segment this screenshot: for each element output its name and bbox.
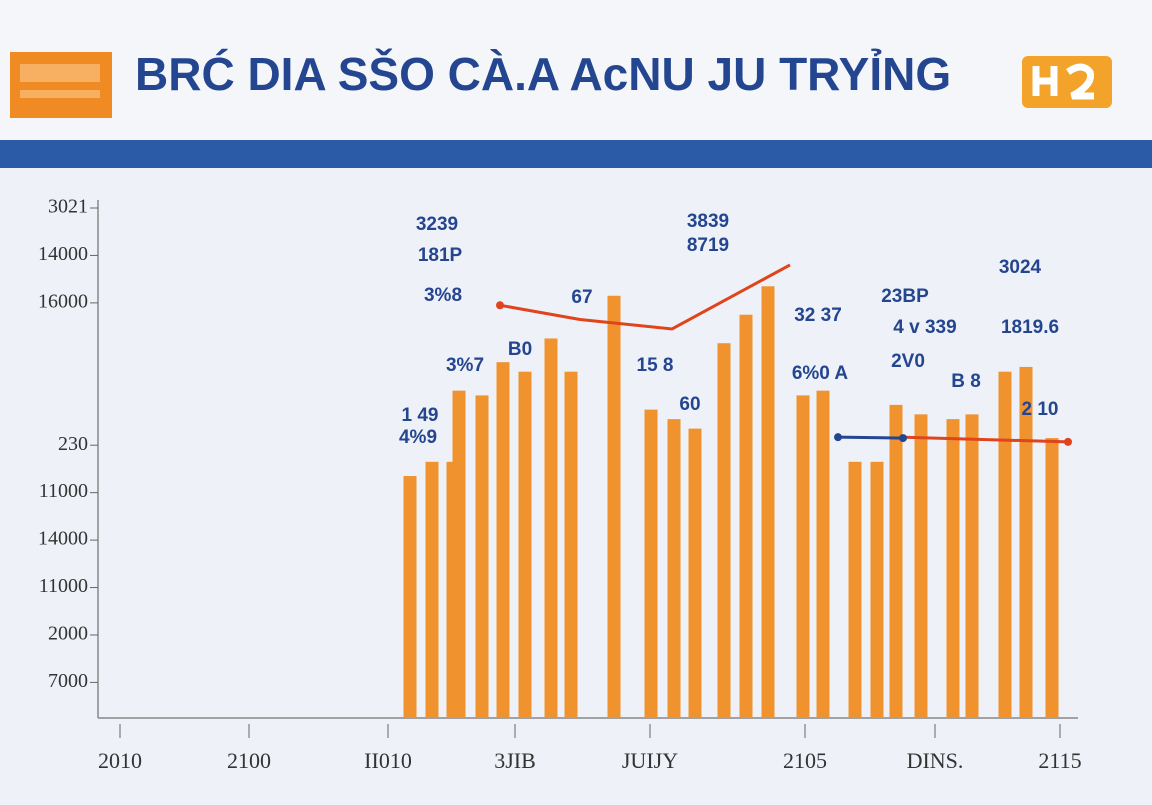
x-tick-label: 2100 — [227, 748, 271, 773]
bar — [998, 371, 1012, 718]
y-tick-label: 11000 — [39, 480, 88, 502]
bar — [761, 286, 775, 718]
y-tick-label: 230 — [58, 433, 88, 455]
bar — [475, 395, 489, 718]
bar — [688, 428, 702, 718]
annotation: B 8 — [951, 371, 981, 392]
x-tick-label: 2010 — [98, 748, 142, 773]
bar — [816, 390, 830, 718]
bar — [946, 419, 960, 718]
y-tick-label: 11000 — [39, 575, 88, 597]
x-tick-label: 2115 — [1038, 748, 1081, 773]
bar — [544, 338, 558, 718]
annotation: 15 8 — [637, 355, 674, 376]
annotation: 32 37 — [794, 305, 842, 326]
annotation: 1 49 — [402, 405, 439, 426]
x-tick-label: JUIJY — [622, 748, 678, 773]
annotation: 1819.6 — [1001, 317, 1059, 338]
left-logo — [10, 52, 112, 118]
bar — [870, 461, 884, 718]
annotation: 181P — [418, 245, 463, 266]
bar — [518, 371, 532, 718]
x-tick-label: DINS. — [907, 748, 964, 773]
bar — [1045, 438, 1059, 718]
chart-title: BRĆ DIA SŠO CÀ.A AcNU JU TRYỈNG — [135, 48, 951, 100]
header-background — [0, 0, 1152, 140]
annotation: 8719 — [687, 235, 729, 256]
annotation: 3239 — [416, 214, 458, 235]
annotation: 3%8 — [424, 285, 462, 306]
line-point — [1064, 437, 1072, 446]
bar — [889, 404, 903, 718]
annotation: 23BP — [881, 286, 929, 307]
y-tick-label: 14000 — [38, 243, 88, 265]
y-tick-label: 2000 — [48, 623, 88, 645]
annotation: 60 — [679, 394, 700, 415]
annotation: 3024 — [999, 257, 1042, 278]
x-tick-label: 2105 — [783, 748, 827, 773]
line-point — [496, 301, 504, 310]
y-tick-label: 14000 — [38, 528, 88, 550]
bar — [667, 419, 681, 718]
bar — [425, 461, 439, 718]
y-tick-label: 16000 — [38, 290, 88, 312]
annotation: 3%7 — [446, 355, 484, 376]
header-band — [0, 140, 1152, 168]
bar — [796, 395, 810, 718]
y-tick-label: 3021 — [48, 196, 88, 218]
annotation: 3839 — [687, 211, 729, 232]
bar — [644, 409, 658, 718]
annotation: 4 v 339 — [893, 317, 956, 338]
right-logo — [1022, 56, 1112, 108]
annotation: 2 10 — [1022, 399, 1059, 420]
bar — [914, 414, 928, 718]
line-point — [834, 433, 842, 442]
annotation: 6%0 A — [792, 363, 849, 384]
bar — [717, 343, 731, 718]
bar — [496, 362, 510, 718]
bar — [403, 476, 417, 718]
line — [837, 435, 904, 440]
x-tick-label: 3JIB — [494, 748, 536, 773]
bar — [739, 314, 753, 718]
annotation: 67 — [571, 287, 592, 308]
bar — [965, 414, 979, 718]
bar — [607, 295, 621, 718]
annotation: 4%9 — [399, 427, 437, 448]
bar — [564, 371, 578, 718]
annotation: 2V0 — [891, 351, 925, 372]
bar — [1019, 366, 1033, 718]
bar — [848, 461, 862, 718]
line-point — [899, 434, 907, 443]
y-tick-label: 7000 — [48, 670, 88, 692]
line — [499, 263, 1069, 444]
x-tick-label: II010 — [364, 748, 412, 773]
annotation: B0 — [508, 339, 532, 360]
bar — [452, 390, 466, 718]
